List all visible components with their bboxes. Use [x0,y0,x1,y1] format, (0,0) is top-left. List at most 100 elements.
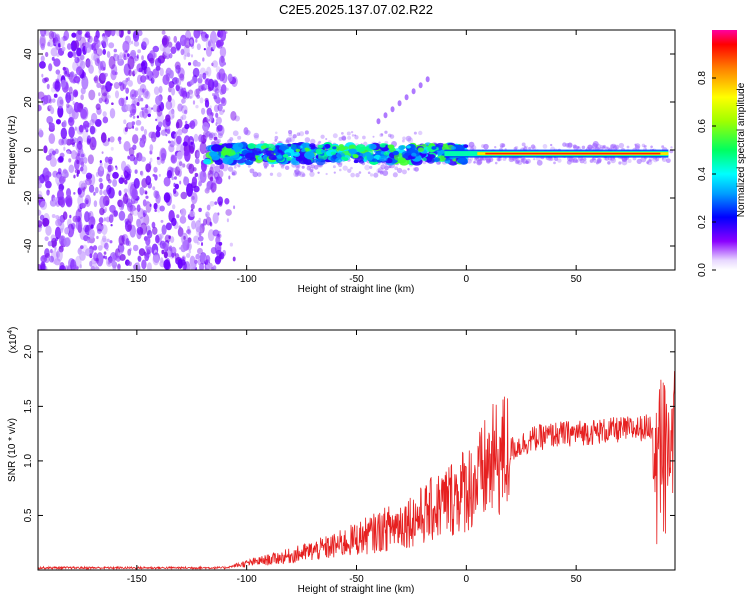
spectrogram-noise-mark [80,87,86,95]
spectrogram-signal-mark [225,143,233,149]
spectrogram-noise-mark [139,186,145,196]
spectrogram-noise-mark [43,30,47,35]
spectrogram-noise-mark [209,176,214,182]
spectrogram-noise-mark [220,56,225,63]
spectrogram-noise-mark [81,75,89,90]
spectrogram-noise-mark [99,162,103,167]
spectrogram-spread-mark [652,157,658,163]
spectrogram-noise-mark [113,48,118,53]
spectrogram-spread-mark [338,136,343,141]
spectrogram-spread-mark [602,144,606,148]
spectrogram-signal-mark [244,152,256,161]
spectrogram-spread-mark [542,144,548,149]
spectrogram-noise-mark [189,39,193,45]
spectrogram-spread-mark [640,156,647,163]
spectrogram-noise-mark [199,97,204,104]
spectrogram-noise-mark [74,56,80,64]
spectrogram-spread-mark [332,165,336,169]
spectrogram-noise-mark [56,251,60,259]
spectrogram-signal-mark [312,158,318,163]
spectrogram-spread-mark [350,172,355,178]
spectrogram-noise-mark [165,194,172,206]
spectrogram-spread-mark [373,172,379,178]
spectrogram-noise-mark [191,176,198,187]
spectrogram-spread-mark [592,158,597,163]
spectrogram-noise-mark [150,77,155,84]
spectrogram-noise-mark [151,226,158,235]
spectrogram-noise-mark [180,74,185,82]
spectrogram-noise-mark [61,46,66,52]
spectrogram-spread-mark [245,129,251,136]
spectrogram-noise-mark [197,77,203,84]
colorbar-tick-label: 0.2 [697,215,708,229]
spectrogram-noise-mark [74,169,79,174]
spectrogram-spread-mark [557,158,562,163]
snr-background [38,330,675,570]
spectrogram-noise-mark [196,94,201,99]
spectrogram-spread-mark [641,143,646,148]
spectrogram-noise-mark [55,118,61,125]
spectrogram-noise-mark [142,199,147,207]
spectrogram-spread-mark [295,166,300,171]
spectrogram-noise-mark [99,189,103,196]
spectrogram-spread-mark [607,147,610,150]
spectrogram-noise-mark [64,73,67,77]
spectrogram-spread-mark [364,164,370,171]
spectrogram-noise-mark [179,215,187,224]
spectrogram-spread-mark [269,172,274,176]
spectrogram-noise-mark [59,221,65,231]
spectrogram-noise-mark [173,35,178,43]
spectrogram-noise-mark [152,45,160,53]
spectrogram-spread-mark [401,139,405,143]
spectrogram-noise-mark [202,72,207,80]
spectrogram-spread-mark [325,137,328,141]
spectrogram-signal-mark [252,148,262,156]
spectrogram-noise-mark [127,202,133,212]
spectrogram-noise-mark [101,151,104,154]
spectrogram-noise-mark [39,200,48,210]
spectrogram-noise-mark [76,67,81,72]
spectrogram-noise-mark [213,80,219,88]
spectrogram-spread-mark [394,166,399,171]
spectrogram-noise-mark [75,151,79,156]
spectrogram-noise-mark [88,210,94,220]
spectrogram-noise-mark [148,131,155,139]
spectrogram-noise-mark [138,248,146,257]
spectrogram-spread-mark [396,167,403,174]
spectrogram-noise-mark [145,91,149,96]
colorbar-label: Normalized spectral amplitude [736,82,747,217]
spectrogram-spread-mark [280,165,285,169]
spectrogram-noise-mark [132,30,140,42]
spectrogram-noise-mark [186,52,191,58]
spectrogram-noise-mark [171,176,174,181]
spectrogram-noise-mark [198,134,204,143]
spectrogram-spread-mark [475,157,478,160]
spectrogram-noise-mark [62,168,67,174]
spectrogram-noise-mark [215,112,219,118]
spectrogram-spread-mark [298,131,305,137]
spectrogram-noise-mark [146,246,153,254]
spectrogram-noise-mark [145,163,152,173]
spectrogram-noise-mark [169,140,175,148]
spectrogram-noise-mark [82,120,90,130]
spectrogram-spread-mark [596,159,602,164]
spectrogram-noise-mark [127,168,132,174]
spectrogram-noise-mark [152,68,160,79]
spectrogram-spread-mark [604,146,608,150]
spectrogram-spread-mark [317,171,320,174]
spectrogram-noise-mark [102,48,107,55]
spectrogram-noise-mark [227,73,233,82]
spectrogram-noise-mark [123,119,127,125]
spectrogram-spread-mark [317,142,320,145]
spectrogram-noise-mark [38,91,45,100]
spectrogram-noise-mark [140,125,145,132]
colorbar-tick-label: 0.6 [697,119,708,133]
spectrogram-noise-mark [38,128,42,133]
spectrogram-spread-mark [284,165,290,171]
spectrogram-signal-mark [265,150,275,157]
spectrogram-noise-mark [38,190,43,200]
spectrogram-spread-mark [212,172,216,176]
spectrogram-noise-mark [123,188,128,194]
spectrogram-noise-mark [113,82,120,90]
spectrogram-noise-mark [210,180,217,189]
